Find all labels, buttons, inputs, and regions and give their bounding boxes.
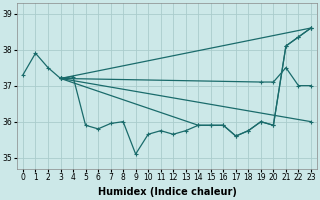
X-axis label: Humidex (Indice chaleur): Humidex (Indice chaleur) (98, 187, 236, 197)
